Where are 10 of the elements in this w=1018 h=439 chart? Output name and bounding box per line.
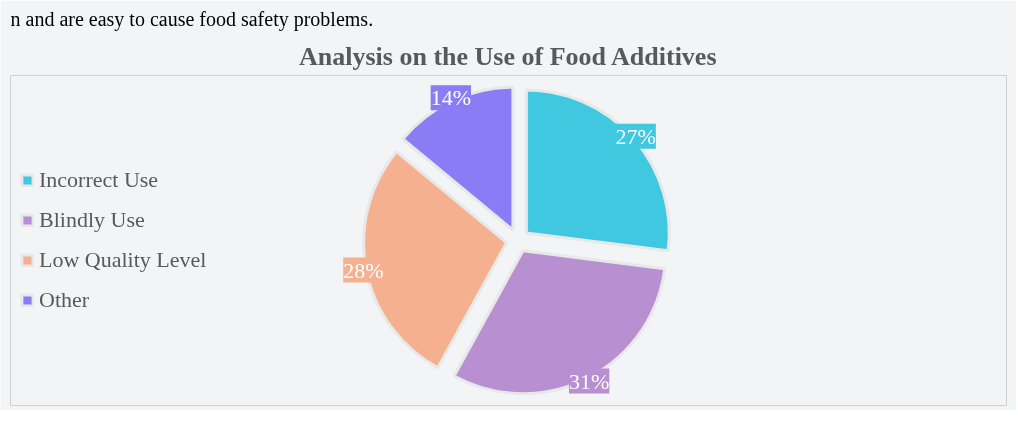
data-label: 27% xyxy=(615,123,656,149)
data-label: 28% xyxy=(343,257,384,283)
data-label: 31% xyxy=(568,368,610,394)
data-label: 14% xyxy=(430,85,472,111)
legend-label: Incorrect Use xyxy=(39,167,159,193)
legend-label: Low Quality Level xyxy=(39,247,207,273)
legend-label: Blindly Use xyxy=(39,207,145,233)
text: n and are easy to cause food safety problems. xyxy=(10,7,374,31)
legend-label: Other xyxy=(39,287,90,313)
chart-title: Analysis on the Use of Food Additives xyxy=(299,41,717,71)
